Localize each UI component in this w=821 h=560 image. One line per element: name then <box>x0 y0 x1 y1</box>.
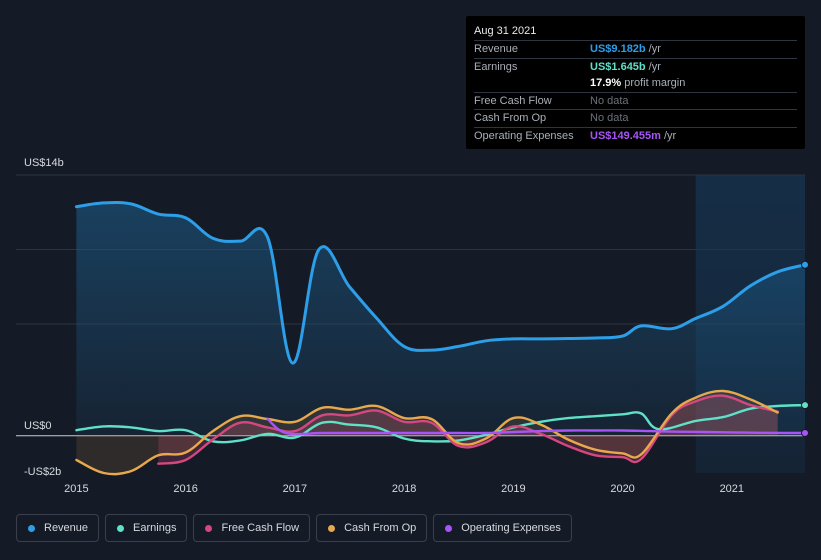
tooltip-label: Cash From Op <box>474 112 547 124</box>
legend-label: Operating Expenses <box>461 522 561 534</box>
tooltip-label <box>474 75 590 92</box>
y-tick-label: -US$2b <box>24 466 61 478</box>
y-tick-label: US$0 <box>24 420 52 432</box>
legend-dot-icon <box>328 524 336 532</box>
x-tick-label: 2017 <box>283 483 307 495</box>
tooltip-row-revenue: Revenue US$9.182b /yr <box>474 41 797 59</box>
legend-label: Free Cash Flow <box>221 522 300 534</box>
legend-dot-icon <box>445 524 453 532</box>
series-lines <box>74 200 807 476</box>
tooltip-row-margin: 17.9% profit margin <box>474 75 797 93</box>
legend-item-earnings[interactable]: Earnings <box>105 514 188 542</box>
legend-label: Revenue <box>44 522 89 534</box>
tooltip-row-earnings: Earnings US$1.645b /yr <box>474 59 797 76</box>
tooltip-label: Operating Expenses <box>474 129 574 142</box>
tooltip-label: Earnings <box>474 60 518 73</box>
legend-dot-icon <box>205 524 213 532</box>
tooltip-value: 17.9% <box>590 77 622 89</box>
tooltip-row-operating-expenses: Operating Expenses US$149.455m /yr <box>474 128 797 145</box>
tooltip-row-free-cash-flow: Free Cash Flow No data <box>474 93 797 110</box>
tooltip-label: Revenue <box>474 43 519 55</box>
chart-legend: Revenue Earnings Free Cash Flow Cash Fro… <box>16 514 572 542</box>
x-axis-labels: 2015 2016 2017 2018 2019 2020 2021 <box>64 483 744 495</box>
x-tick-label: 2015 <box>64 483 88 495</box>
x-tick-label: 2016 <box>173 483 197 495</box>
operating-expenses-line <box>266 417 807 436</box>
legend-label: Earnings <box>133 522 177 534</box>
tooltip-unit: /yr <box>648 43 661 55</box>
tooltip-unit: profit margin <box>624 77 686 89</box>
cash-from-op-line <box>75 389 779 476</box>
legend-item-revenue[interactable]: Revenue <box>16 514 100 542</box>
tooltip-value: No data <box>590 112 629 124</box>
data-tooltip: Aug 31 2021 Revenue US$9.182b /yr Earnin… <box>466 16 805 149</box>
x-tick-label: 2020 <box>610 483 634 495</box>
revenue-line <box>74 200 807 365</box>
free-cash-flow-line <box>157 394 779 465</box>
x-tick-label: 2018 <box>392 483 416 495</box>
y-axis-labels: US$14b US$0 -US$2b <box>24 157 64 478</box>
legend-item-cash-from-op[interactable]: Cash From Op <box>316 514 428 542</box>
earnings-line <box>75 403 807 444</box>
tooltip-row-cash-from-op: Cash From Op No data <box>474 110 797 128</box>
series-end-dots <box>801 260 809 437</box>
legend-label: Cash From Op <box>344 522 417 534</box>
legend-dot-icon <box>28 524 35 532</box>
legend-item-free-cash-flow[interactable]: Free Cash Flow <box>193 514 311 542</box>
tooltip-unit: /yr <box>663 129 677 142</box>
legend-dot-icon <box>117 524 125 532</box>
revenue-area <box>76 202 805 436</box>
tooltip-date: Aug 31 2021 <box>474 22 797 41</box>
tooltip-unit: /yr <box>648 60 661 73</box>
tooltip-label: Free Cash Flow <box>474 94 552 107</box>
tooltip-value: US$1.645b <box>590 60 646 73</box>
y-tick-label: US$14b <box>24 157 64 169</box>
legend-item-operating-expenses[interactable]: Operating Expenses <box>433 514 572 542</box>
chart-area: US$14b US$0 -US$2b 2015 2016 2017 2018 2019 202… <box>16 157 809 495</box>
operating-expenses-end-dot <box>801 428 809 437</box>
free-cash-flow-area <box>158 395 778 464</box>
tooltip-value: US$149.455m <box>590 129 661 142</box>
earnings-end-dot <box>801 401 809 410</box>
tooltip-value: No data <box>590 94 629 107</box>
revenue-end-dot <box>801 260 809 269</box>
x-tick-label: 2019 <box>501 483 525 495</box>
x-tick-label: 2021 <box>720 483 744 495</box>
tooltip-value: US$9.182b <box>590 43 646 55</box>
